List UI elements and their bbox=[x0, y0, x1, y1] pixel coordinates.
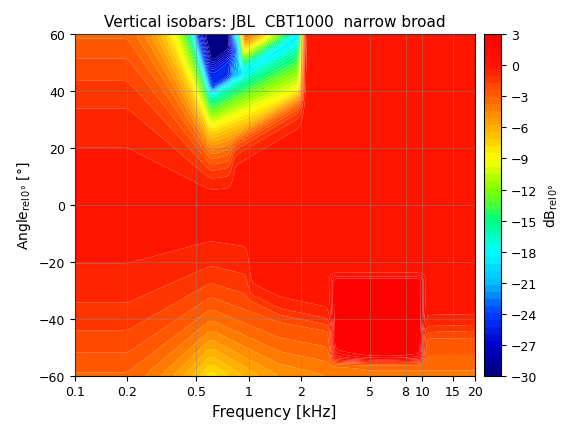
Y-axis label: dB$_{\rm rel\,0°}$: dB$_{\rm rel\,0°}$ bbox=[543, 183, 560, 228]
X-axis label: Frequency [kHz]: Frequency [kHz] bbox=[212, 404, 337, 419]
Title: Vertical isobars: JBL  CBT1000  narrow broad: Vertical isobars: JBL CBT1000 narrow bro… bbox=[104, 15, 445, 30]
Y-axis label: Angle$_{\rm rel\,0°}$ [°]: Angle$_{\rm rel\,0°}$ [°] bbox=[15, 161, 33, 250]
